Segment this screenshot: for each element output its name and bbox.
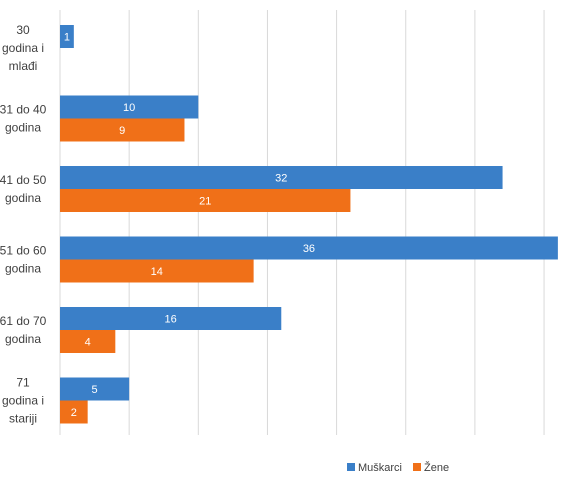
bar-zene (60, 330, 116, 353)
category-label-line: godina (5, 332, 41, 346)
category-label-line: mlađi (9, 59, 38, 73)
category-label: 51 do 60 godina (0, 244, 47, 276)
data-label: 9 (119, 125, 125, 137)
bar-zene (60, 118, 185, 142)
category-label-line: 41 do 50 (0, 173, 47, 187)
legend-label: Muškarci (358, 462, 402, 474)
category-label: 61 do 70 godina (0, 314, 47, 346)
category-label-line: 61 do 70 (0, 314, 47, 328)
bar-muskarci (60, 236, 558, 260)
data-label: 4 (85, 337, 91, 349)
category-label: 30 godina i mlađi (2, 23, 44, 73)
category-label-line: godina (5, 121, 41, 135)
bar-muskarci (60, 25, 74, 48)
bar-muskarci (60, 95, 199, 119)
data-label: 2 (71, 407, 77, 419)
bar-muskarci (60, 307, 282, 330)
legend-swatch-muskarci (347, 463, 355, 471)
bar-zene (60, 400, 88, 424)
category-label: 71 godina i stariji (2, 376, 44, 426)
category-label-line: godina i (2, 41, 44, 55)
category-labels: 30 godina i mlađi 31 do 40 godina 41 do 50 god… (0, 23, 47, 426)
category-label-line: stariji (9, 412, 37, 426)
bars: 1 10 9 32 21 36 14 16 4 5 2 (60, 25, 558, 424)
category-label: 41 do 50 godina (0, 173, 47, 205)
category-label-line: godina (5, 191, 41, 205)
data-label: 21 (199, 196, 211, 208)
gridlines (59, 10, 545, 435)
category-label-line: 31 do 40 (0, 103, 47, 117)
data-label: 14 (151, 266, 163, 278)
bar-muskarci (60, 377, 130, 401)
category-label-line: godina (5, 262, 41, 276)
bar-zene (60, 189, 351, 212)
legend-swatch-zene (413, 463, 421, 471)
category-label: 31 do 40 godina (0, 103, 47, 135)
data-label: 36 (303, 243, 315, 255)
category-label-line: 51 do 60 (0, 244, 47, 258)
data-label: 10 (123, 102, 135, 114)
bar-zene (60, 259, 254, 283)
data-label: 5 (92, 384, 98, 396)
category-label-line: 71 (16, 376, 30, 390)
legend: Muškarci Žene (347, 461, 449, 474)
legend-label: Žene (424, 461, 449, 474)
data-label: 32 (275, 173, 287, 185)
category-label-line: 30 (16, 23, 30, 37)
data-label: 16 (165, 314, 177, 326)
bar-muskarci (60, 166, 503, 189)
category-label-line: godina i (2, 394, 44, 408)
data-label: 1 (64, 32, 70, 44)
